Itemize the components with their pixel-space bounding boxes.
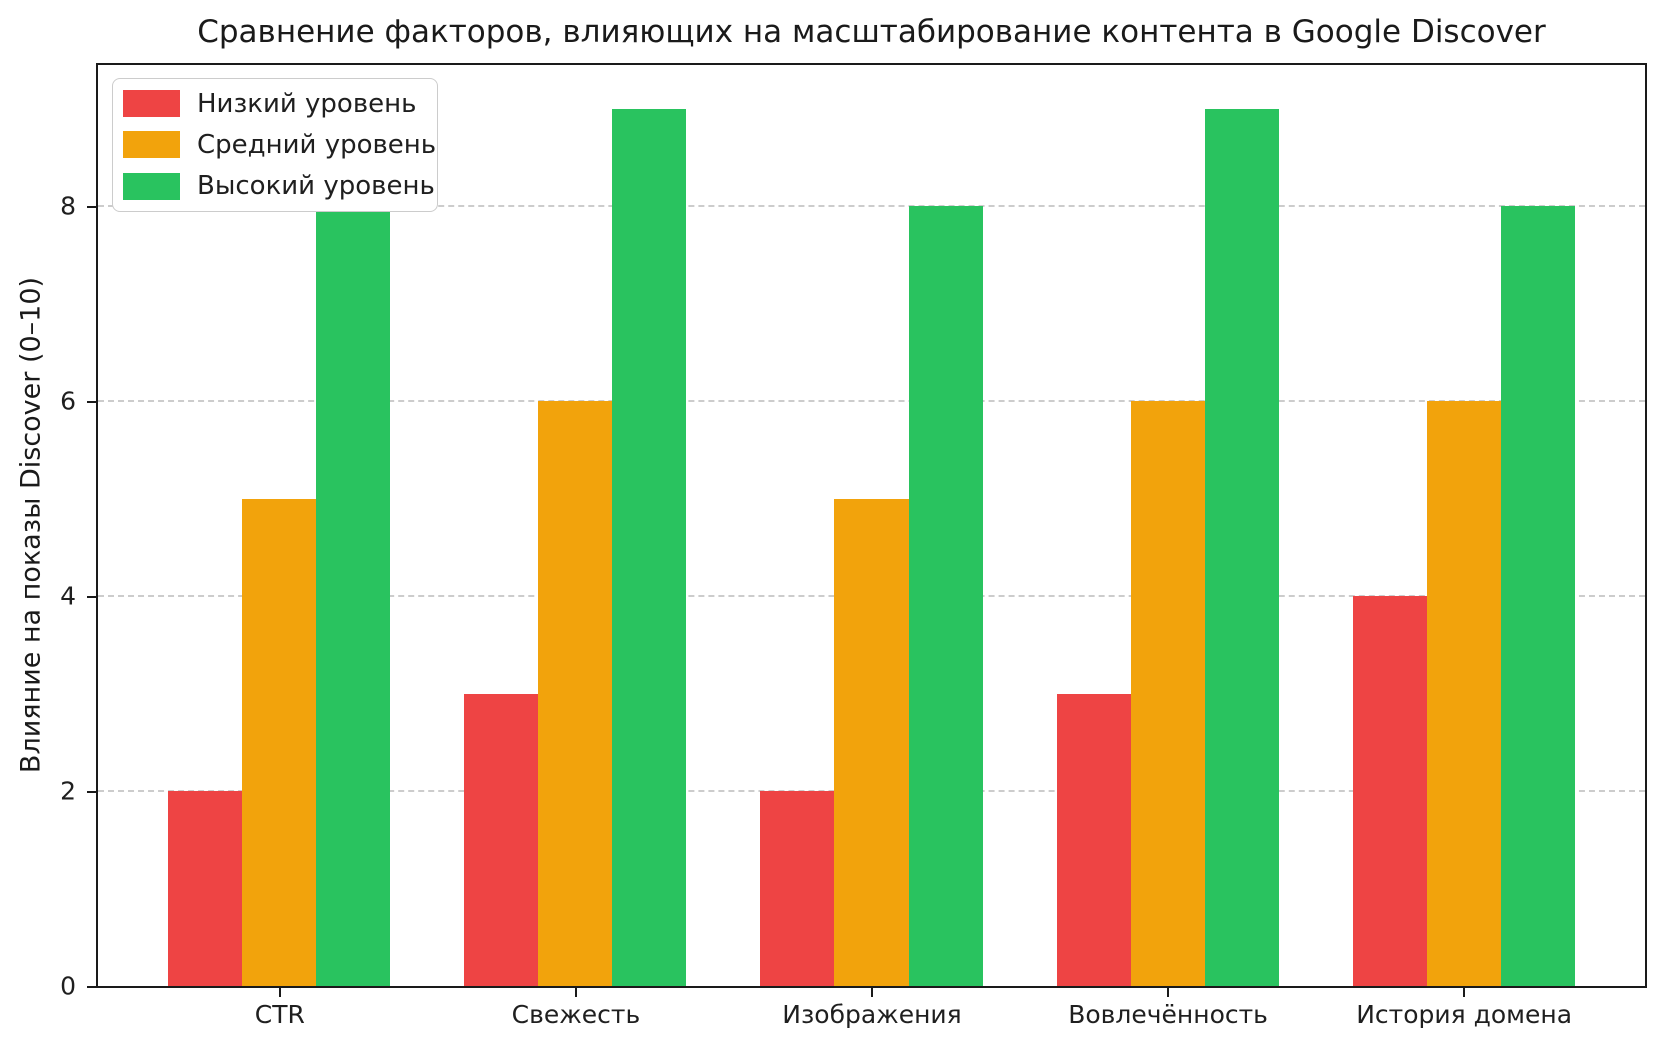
grid-line — [98, 400, 1645, 403]
y-axis-label: Влияние на показы Discover (0–10) — [15, 276, 47, 774]
x-tick-label: Свежесть — [511, 1000, 641, 1029]
legend-label-low: Низкий уровень — [197, 88, 417, 119]
x-tick-mark — [870, 988, 874, 997]
bar — [316, 206, 391, 986]
bar — [1426, 401, 1501, 986]
bar — [1204, 108, 1279, 986]
x-tick-label: CTR — [254, 1000, 305, 1029]
bar — [1130, 401, 1205, 986]
y-tick-label: 4 — [60, 580, 76, 610]
bar — [908, 206, 983, 986]
legend-swatch-medium — [123, 131, 180, 159]
x-tick-label: История домена — [1356, 1000, 1573, 1029]
y-tick-label: 6 — [60, 386, 76, 416]
y-tick-label: 2 — [60, 775, 76, 805]
legend-swatch-low — [123, 90, 180, 118]
bar — [834, 498, 909, 986]
chart-title: Сравнение факторов, влияющих на масштаби… — [197, 14, 1546, 50]
y-tick-label: 0 — [60, 970, 76, 1000]
y-tick-mark — [87, 790, 96, 794]
x-tick-mark — [1166, 988, 1170, 997]
y-tick-label: 8 — [60, 191, 76, 221]
bar — [1352, 596, 1427, 986]
legend-item-low: Низкий уровень — [113, 89, 437, 119]
legend-item-high: Высокий уровень — [113, 171, 437, 201]
legend-item-medium: Средний уровень — [113, 130, 437, 160]
bar — [612, 108, 687, 986]
x-tick-label: Изображения — [782, 1000, 962, 1029]
grid-line — [98, 205, 1645, 208]
legend-label-medium: Средний уровень — [197, 129, 437, 160]
y-tick-mark — [87, 985, 96, 988]
bar — [464, 693, 539, 986]
x-tick-mark — [574, 988, 578, 997]
x-tick-label: Вовлечённость — [1068, 1000, 1268, 1029]
x-tick-mark — [278, 988, 282, 997]
x-tick-mark — [1462, 988, 1466, 997]
legend: Низкий уровень Средний уровень Высокий у… — [112, 78, 438, 212]
bar — [168, 791, 243, 986]
plot-area — [96, 63, 1647, 988]
bar — [538, 401, 613, 986]
bar — [242, 498, 317, 986]
y-tick-mark — [87, 595, 96, 599]
bar — [1056, 693, 1131, 986]
legend-swatch-high — [123, 172, 180, 200]
legend-label-high: Высокий уровень — [197, 171, 435, 202]
y-tick-mark — [87, 400, 96, 404]
y-tick-mark — [87, 205, 96, 209]
bar — [1500, 206, 1575, 986]
bar — [760, 791, 835, 986]
